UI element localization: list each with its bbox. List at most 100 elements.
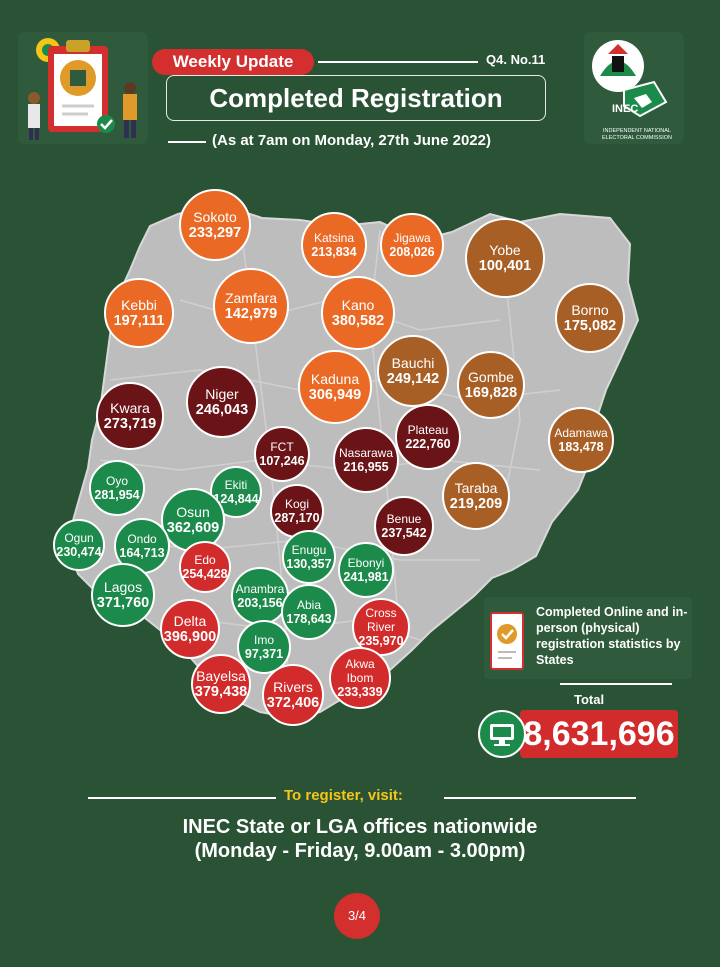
state-value: 273,719 — [103, 416, 157, 432]
state-value: 219,209 — [449, 496, 503, 512]
state-bubble-niger: Niger 246,043 — [186, 366, 258, 438]
state-value: 197,111 — [113, 313, 165, 329]
state-value: 235,970 — [358, 634, 404, 648]
state-name: Enugu — [291, 543, 327, 557]
state-bubble-bayelsa: Bayelsa 379,438 — [191, 654, 251, 714]
state-value: 213,834 — [311, 245, 357, 259]
state-value: 254,428 — [182, 567, 228, 581]
state-bubble-fct: FCT 107,246 — [254, 426, 310, 482]
state-name: Ekiti — [224, 478, 248, 492]
state-name: Anambra — [235, 582, 285, 596]
state-bubble-anambra: Anambra 203,156 — [231, 567, 289, 625]
state-name: Lagos — [103, 579, 143, 595]
state-bubble-gombe: Gombe 169,828 — [457, 351, 525, 419]
state-value: 222,760 — [405, 437, 451, 451]
state-name: Imo — [253, 633, 274, 647]
state-name: Zamfara — [224, 290, 278, 306]
state-name: Kaduna — [310, 371, 360, 387]
state-name: Gombe — [468, 369, 514, 385]
state-bubble-ebonyi: Ebonyi 241,981 — [338, 542, 394, 598]
page-subtitle: (As at 7am on Monday, 27th June 2022) — [212, 132, 491, 149]
state-bubble-cross-river: Cross River 235,970 — [352, 598, 410, 656]
state-name: Ebonyi — [347, 556, 385, 570]
state-value: 216,955 — [343, 460, 389, 474]
state-bubble-kogi: Kogi 287,170 — [270, 484, 324, 538]
header-divider — [318, 61, 478, 63]
state-name: Niger — [205, 386, 239, 402]
legend-divider — [560, 683, 672, 685]
state-value: 372,406 — [266, 695, 320, 711]
state-name: Edo — [194, 553, 216, 567]
state-value: 142,979 — [224, 306, 278, 322]
state-bubble-kwara: Kwara 273,719 — [96, 382, 164, 450]
computer-icon — [478, 710, 526, 758]
state-bubble-ogun: Ogun 230,474 — [53, 519, 105, 571]
state-name: FCT — [270, 440, 294, 454]
state-name: Katsina — [313, 231, 355, 245]
footer-divider-left — [88, 797, 276, 799]
state-name: Jigawa — [393, 231, 431, 245]
state-value: 97,371 — [244, 647, 284, 661]
state-name: Kano — [341, 297, 375, 313]
state-value: 233,297 — [188, 225, 242, 241]
state-bubble-borno: Borno 175,082 — [555, 283, 625, 353]
state-bubble-oyo: Oyo 281,954 — [89, 460, 145, 516]
state-bubble-jigawa: Jigawa 208,026 — [380, 213, 444, 277]
total-value: 8,631,696 — [520, 710, 678, 758]
total-label: Total — [574, 692, 605, 707]
subtitle-divider — [168, 141, 206, 143]
state-name: Benue — [386, 512, 422, 526]
state-value: 379,438 — [194, 684, 248, 700]
inec-logo-word: INEC — [612, 103, 639, 115]
state-value: 169,828 — [464, 385, 518, 401]
state-bubble-adamawa: Adamawa 183,478 — [548, 407, 614, 473]
state-name: Akwa Ibom — [345, 657, 375, 685]
state-value: 100,401 — [478, 258, 532, 274]
state-bubble-taraba: Taraba 219,209 — [442, 462, 510, 530]
state-name: Kebbi — [121, 297, 157, 313]
state-name: Rivers — [273, 679, 313, 695]
state-value: 249,142 — [386, 371, 440, 387]
state-bubble-nasarawa: Nasarawa 216,955 — [333, 427, 399, 493]
state-value: 362,609 — [166, 520, 220, 536]
state-value: 281,954 — [94, 488, 140, 502]
state-bubble-rivers: Rivers 372,406 — [262, 664, 324, 726]
state-value: 208,026 — [389, 245, 435, 259]
register-heading: To register, visit: — [284, 787, 403, 804]
state-bubble-katsina: Katsina 213,834 — [301, 212, 367, 278]
state-value: 178,643 — [286, 612, 332, 626]
hours-line: (Monday - Friday, 9.00am - 3.00pm) — [194, 840, 526, 862]
state-name: Kogi — [284, 497, 310, 511]
registration-illustration — [18, 32, 148, 144]
state-name: Yobe — [489, 242, 521, 258]
state-value: 175,082 — [563, 318, 617, 334]
state-name: Kwara — [110, 400, 150, 416]
state-bubble-sokoto: Sokoto 233,297 — [179, 189, 251, 261]
state-bubble-lagos: Lagos 371,760 — [91, 563, 155, 627]
state-bubble-kebbi: Kebbi 197,111 — [104, 278, 174, 348]
offices-line: INEC State or LGA offices nationwide — [182, 816, 538, 838]
state-name: Abia — [296, 598, 322, 612]
clipboard-check-icon — [490, 612, 524, 670]
state-value: 164,713 — [119, 546, 165, 560]
state-bubble-plateau: Plateau 222,760 — [395, 404, 461, 470]
state-bubble-bauchi: Bauchi 249,142 — [377, 335, 449, 407]
state-name: Sokoto — [193, 209, 237, 225]
state-name: Plateau — [407, 423, 449, 437]
state-value: 130,357 — [286, 557, 332, 571]
state-bubble-osun: Osun 362,609 — [161, 488, 225, 552]
inec-logo-caption: INDEPENDENT NATIONAL ELECTORAL COMMISSIO… — [602, 128, 672, 141]
state-bubble-yobe: Yobe 100,401 — [465, 218, 545, 298]
state-name: Taraba — [454, 480, 498, 496]
state-name: Ogun — [64, 531, 94, 545]
state-bubble-benue: Benue 237,542 — [374, 496, 434, 556]
state-bubble-akwa-ibom: Akwa Ibom 233,339 — [329, 647, 391, 709]
state-value: 246,043 — [195, 402, 249, 418]
state-name: Bayelsa — [196, 668, 246, 684]
state-value: 233,339 — [337, 685, 383, 699]
state-value: 306,949 — [308, 387, 362, 403]
state-name: Cross River — [365, 606, 397, 634]
page-title: Completed Registration — [166, 75, 546, 121]
state-value: 107,246 — [259, 454, 305, 468]
state-bubble-edo: Edo 254,428 — [179, 541, 231, 593]
